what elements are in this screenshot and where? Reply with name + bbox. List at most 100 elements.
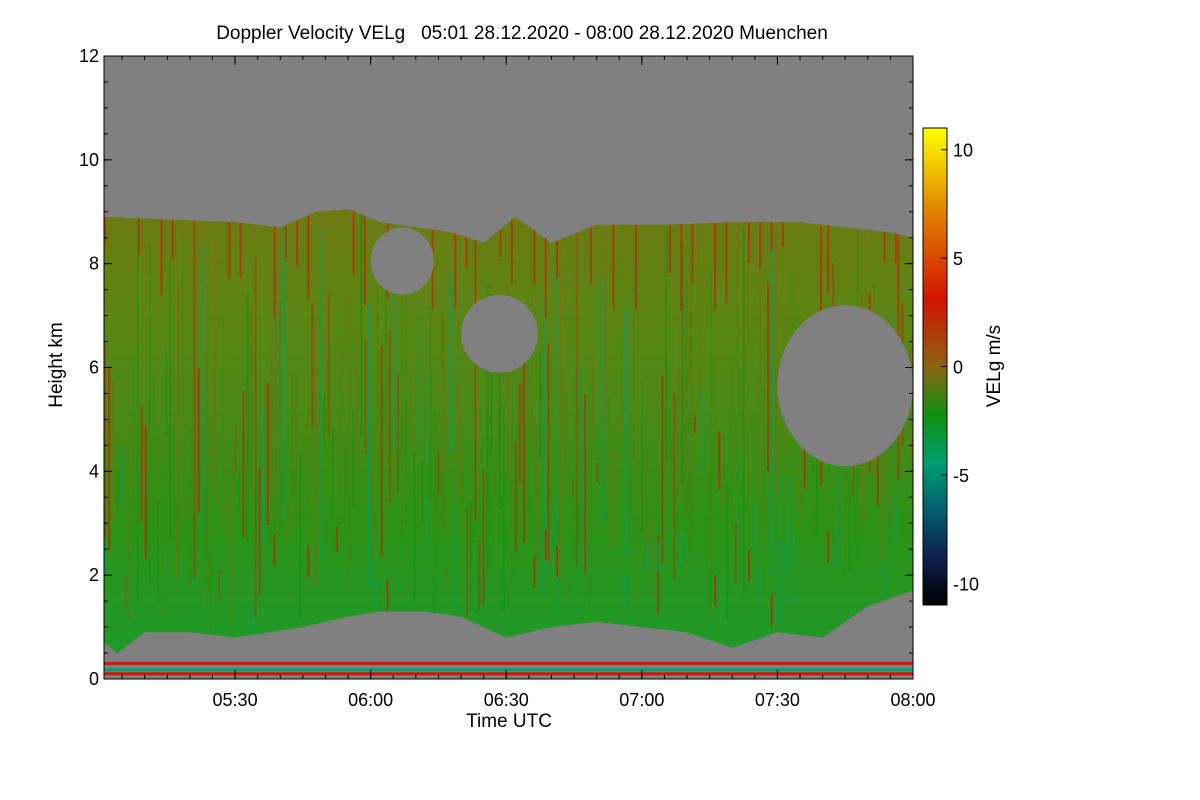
velocity-streak bbox=[748, 222, 750, 263]
velocity-streak bbox=[556, 546, 558, 578]
velocity-streak bbox=[535, 423, 538, 571]
velocity-streak bbox=[523, 351, 526, 543]
velocity-streak bbox=[894, 233, 897, 263]
no-echo-gap bbox=[777, 305, 913, 467]
velocity-streak bbox=[307, 215, 310, 301]
x-tick-label: 08:00 bbox=[890, 690, 935, 710]
velocity-streak bbox=[217, 570, 221, 601]
velocity-streak bbox=[156, 502, 160, 605]
velocity-streak bbox=[880, 429, 884, 561]
velocity-streak bbox=[750, 404, 753, 438]
velocity-streak bbox=[375, 578, 378, 610]
colorbar-tick-label: 5 bbox=[953, 249, 963, 269]
velocity-streak bbox=[303, 434, 306, 492]
velocity-streak bbox=[693, 416, 696, 434]
velocity-streak bbox=[335, 526, 339, 552]
velocity-streak bbox=[197, 368, 200, 513]
velocity-streak bbox=[758, 232, 762, 550]
velocity-streak bbox=[441, 314, 444, 532]
velocity-streak bbox=[160, 440, 164, 623]
velocity-streak bbox=[108, 366, 111, 551]
velocity-streak bbox=[234, 423, 237, 474]
velocity-streak bbox=[278, 301, 282, 531]
velocity-streak bbox=[405, 250, 408, 525]
velocity-streak bbox=[490, 293, 493, 456]
velocity-streak bbox=[169, 256, 172, 542]
velocity-streak bbox=[454, 233, 457, 308]
velocity-streak bbox=[547, 343, 550, 562]
velocity-streak bbox=[510, 220, 513, 284]
velocity-streak bbox=[718, 430, 721, 489]
velocity-streak bbox=[250, 603, 253, 635]
velocity-streak bbox=[376, 285, 379, 433]
velocity-streak bbox=[486, 285, 489, 568]
velocity-streak bbox=[726, 481, 729, 621]
velocity-streak bbox=[883, 231, 886, 261]
near-ground-bands bbox=[104, 661, 913, 676]
velocity-streak bbox=[556, 241, 558, 277]
velocity-streak bbox=[588, 382, 591, 618]
velocity-streak bbox=[152, 376, 155, 508]
velocity-streak bbox=[498, 373, 501, 510]
velocity-streak bbox=[844, 370, 847, 575]
near-ground-band bbox=[104, 672, 913, 676]
velocity-streak bbox=[396, 374, 400, 494]
y-tick-label: 6 bbox=[89, 358, 99, 378]
velocity-streak bbox=[132, 353, 135, 553]
velocity-streak bbox=[209, 550, 212, 630]
velocity-streak bbox=[689, 249, 692, 552]
velocity-streak bbox=[668, 224, 671, 274]
velocity-streak bbox=[177, 287, 180, 577]
velocity-streak bbox=[563, 382, 566, 503]
chart-title: Doppler Velocity VELg 05:01 28.12.2020 -… bbox=[216, 23, 828, 44]
velocity-streak bbox=[781, 222, 784, 248]
velocity-streak bbox=[612, 450, 615, 547]
velocity-streak bbox=[759, 222, 762, 268]
y-tick-label: 0 bbox=[89, 669, 99, 689]
velocity-streak bbox=[482, 470, 485, 605]
velocity-streak bbox=[793, 534, 796, 566]
velocity-streak bbox=[296, 220, 299, 266]
velocity-streak bbox=[364, 340, 367, 455]
velocity-streak bbox=[392, 266, 395, 452]
velocity-streak bbox=[770, 222, 773, 251]
velocity-streak bbox=[567, 579, 570, 600]
velocity-streak bbox=[222, 257, 225, 525]
velocity-streak bbox=[571, 479, 574, 498]
velocity-streak bbox=[616, 418, 619, 435]
velocity-streak bbox=[640, 381, 644, 533]
velocity-streak bbox=[238, 467, 241, 508]
velocity-streak bbox=[273, 226, 276, 318]
x-axis-label: Time UTC bbox=[466, 711, 552, 732]
velocity-streak bbox=[474, 240, 477, 522]
velocity-streak bbox=[657, 541, 660, 573]
x-tick-label: 07:30 bbox=[755, 690, 800, 710]
velocity-streak bbox=[714, 355, 717, 543]
velocity-streak bbox=[543, 294, 546, 596]
velocity-streak bbox=[295, 374, 298, 526]
velocity-streak bbox=[189, 427, 192, 588]
velocity-streak bbox=[429, 305, 432, 500]
velocity-streak bbox=[291, 373, 294, 497]
velocity-streak bbox=[848, 472, 851, 574]
velocity-streak bbox=[779, 472, 782, 628]
velocity-streak bbox=[677, 304, 680, 502]
velocity-streak bbox=[400, 233, 404, 539]
velocity-streak bbox=[262, 408, 265, 544]
velocity-streak bbox=[815, 392, 818, 536]
velocity-streak bbox=[527, 305, 530, 546]
velocity-streak bbox=[691, 223, 694, 284]
velocity-streak bbox=[494, 447, 497, 540]
velocity-streak bbox=[499, 229, 502, 257]
velocity-streak bbox=[649, 519, 652, 598]
velocity-streak bbox=[160, 219, 163, 295]
velocity-streak bbox=[775, 225, 778, 495]
velocity-streak bbox=[339, 335, 343, 526]
velocity-streak bbox=[386, 579, 389, 611]
velocity-streak bbox=[646, 540, 649, 572]
velocity-streak bbox=[283, 226, 286, 521]
velocity-streak bbox=[226, 502, 229, 534]
velocity-streak bbox=[254, 255, 257, 619]
velocity-streak bbox=[213, 241, 216, 499]
velocity-streak bbox=[635, 224, 637, 310]
